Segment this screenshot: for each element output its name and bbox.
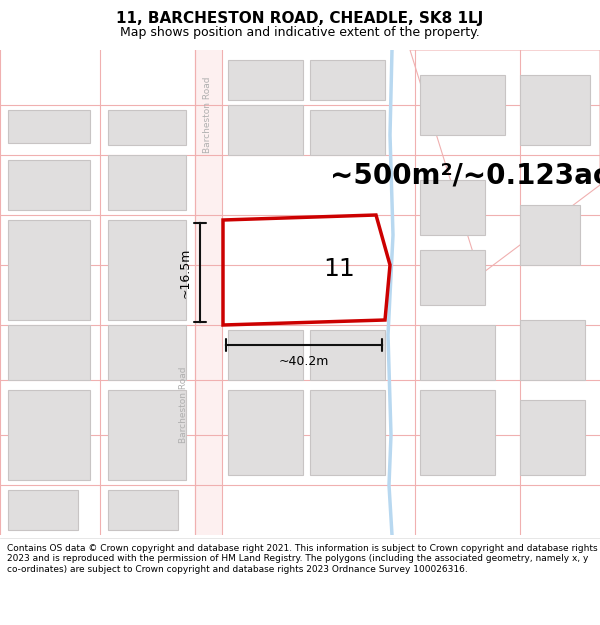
Bar bbox=[420, 180, 485, 235]
Bar bbox=[228, 60, 303, 100]
Bar bbox=[520, 320, 585, 380]
Bar bbox=[520, 400, 585, 475]
Bar bbox=[108, 490, 178, 530]
Bar bbox=[420, 250, 485, 305]
Bar bbox=[228, 330, 303, 380]
Bar bbox=[8, 160, 90, 210]
Bar bbox=[310, 330, 385, 380]
Bar bbox=[310, 390, 385, 475]
Text: Barcheston Road: Barcheston Road bbox=[203, 77, 212, 153]
Polygon shape bbox=[195, 50, 222, 535]
Bar bbox=[310, 60, 385, 100]
Text: 11, BARCHESTON ROAD, CHEADLE, SK8 1LJ: 11, BARCHESTON ROAD, CHEADLE, SK8 1LJ bbox=[116, 11, 484, 26]
Bar bbox=[108, 110, 186, 145]
Bar bbox=[228, 390, 303, 475]
Bar bbox=[108, 220, 186, 320]
Bar bbox=[420, 390, 495, 475]
Text: Barcheston Road: Barcheston Road bbox=[179, 367, 187, 443]
Text: ~500m²/~0.123ac.: ~500m²/~0.123ac. bbox=[330, 161, 600, 189]
Bar bbox=[228, 105, 303, 155]
Bar bbox=[520, 205, 580, 265]
Bar bbox=[520, 75, 590, 145]
Bar bbox=[8, 490, 78, 530]
Bar bbox=[8, 220, 90, 320]
Bar bbox=[8, 325, 90, 380]
Text: 11: 11 bbox=[323, 257, 355, 281]
Text: Contains OS data © Crown copyright and database right 2021. This information is : Contains OS data © Crown copyright and d… bbox=[7, 544, 598, 574]
Text: Map shows position and indicative extent of the property.: Map shows position and indicative extent… bbox=[120, 26, 480, 39]
Bar bbox=[8, 110, 90, 143]
Bar bbox=[108, 325, 186, 380]
Text: ~40.2m: ~40.2m bbox=[279, 355, 329, 368]
Bar bbox=[420, 75, 505, 135]
Bar bbox=[420, 325, 495, 380]
Bar bbox=[8, 390, 90, 480]
Bar bbox=[108, 390, 186, 480]
Bar bbox=[108, 155, 186, 210]
Text: ~16.5m: ~16.5m bbox=[179, 248, 192, 298]
Bar bbox=[310, 110, 385, 155]
